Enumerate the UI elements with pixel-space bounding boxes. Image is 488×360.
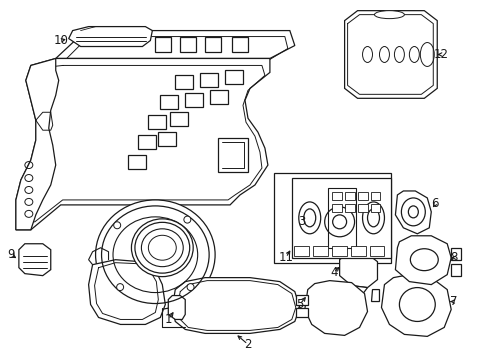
Bar <box>344 204 354 212</box>
Bar <box>331 204 341 212</box>
Text: 4: 4 <box>329 266 337 279</box>
Polygon shape <box>170 112 188 126</box>
Polygon shape <box>450 264 460 276</box>
Polygon shape <box>351 285 367 296</box>
Ellipse shape <box>407 206 417 218</box>
Polygon shape <box>304 192 377 255</box>
Text: 5: 5 <box>296 298 303 311</box>
Polygon shape <box>344 11 436 98</box>
Text: 2: 2 <box>244 338 251 351</box>
Text: 12: 12 <box>433 48 448 61</box>
Bar <box>357 204 367 212</box>
Bar <box>291 178 390 258</box>
Polygon shape <box>218 138 247 172</box>
Ellipse shape <box>183 216 190 223</box>
Ellipse shape <box>131 219 193 276</box>
Polygon shape <box>158 132 176 146</box>
Ellipse shape <box>332 215 346 229</box>
Polygon shape <box>295 307 307 318</box>
Polygon shape <box>273 173 390 263</box>
Polygon shape <box>175 75 193 89</box>
Ellipse shape <box>117 284 123 291</box>
Polygon shape <box>295 230 304 240</box>
Polygon shape <box>155 37 171 53</box>
Polygon shape <box>185 93 203 107</box>
Bar <box>293 246 308 256</box>
Polygon shape <box>19 244 51 276</box>
Polygon shape <box>68 27 152 46</box>
Polygon shape <box>395 191 430 234</box>
Ellipse shape <box>362 202 384 234</box>
Text: 1: 1 <box>164 313 172 326</box>
Bar <box>350 246 365 256</box>
Ellipse shape <box>95 200 215 310</box>
Bar <box>370 204 380 212</box>
Text: 8: 8 <box>449 251 457 264</box>
Polygon shape <box>205 37 221 53</box>
Polygon shape <box>88 260 165 324</box>
Ellipse shape <box>374 11 404 19</box>
Polygon shape <box>371 289 379 302</box>
Polygon shape <box>168 296 185 319</box>
Polygon shape <box>56 31 294 58</box>
Polygon shape <box>395 236 450 285</box>
Polygon shape <box>16 58 59 230</box>
Polygon shape <box>160 95 178 109</box>
Polygon shape <box>339 252 377 288</box>
Polygon shape <box>172 278 299 333</box>
Polygon shape <box>138 135 156 149</box>
Polygon shape <box>148 115 166 129</box>
Polygon shape <box>295 294 307 305</box>
Bar <box>312 246 327 256</box>
Bar <box>331 246 346 256</box>
Ellipse shape <box>114 222 121 229</box>
Polygon shape <box>180 37 196 53</box>
Text: 9: 9 <box>7 248 15 261</box>
Polygon shape <box>304 280 367 336</box>
Ellipse shape <box>187 284 194 291</box>
Polygon shape <box>16 58 269 230</box>
Polygon shape <box>381 275 450 336</box>
Polygon shape <box>224 71 243 84</box>
Ellipse shape <box>298 202 320 234</box>
Polygon shape <box>210 90 227 104</box>
Bar <box>357 192 367 200</box>
Bar <box>327 188 355 248</box>
Text: 3: 3 <box>298 215 305 228</box>
Bar <box>344 192 354 200</box>
Bar <box>331 192 341 200</box>
Polygon shape <box>232 37 247 53</box>
Text: 11: 11 <box>278 251 293 264</box>
Text: 10: 10 <box>53 34 68 47</box>
Polygon shape <box>200 73 218 87</box>
Polygon shape <box>128 155 146 169</box>
Polygon shape <box>294 200 307 218</box>
Bar <box>369 246 384 256</box>
Text: 7: 7 <box>449 295 457 308</box>
Text: 6: 6 <box>430 197 438 210</box>
Bar <box>370 192 380 200</box>
Polygon shape <box>450 248 460 260</box>
